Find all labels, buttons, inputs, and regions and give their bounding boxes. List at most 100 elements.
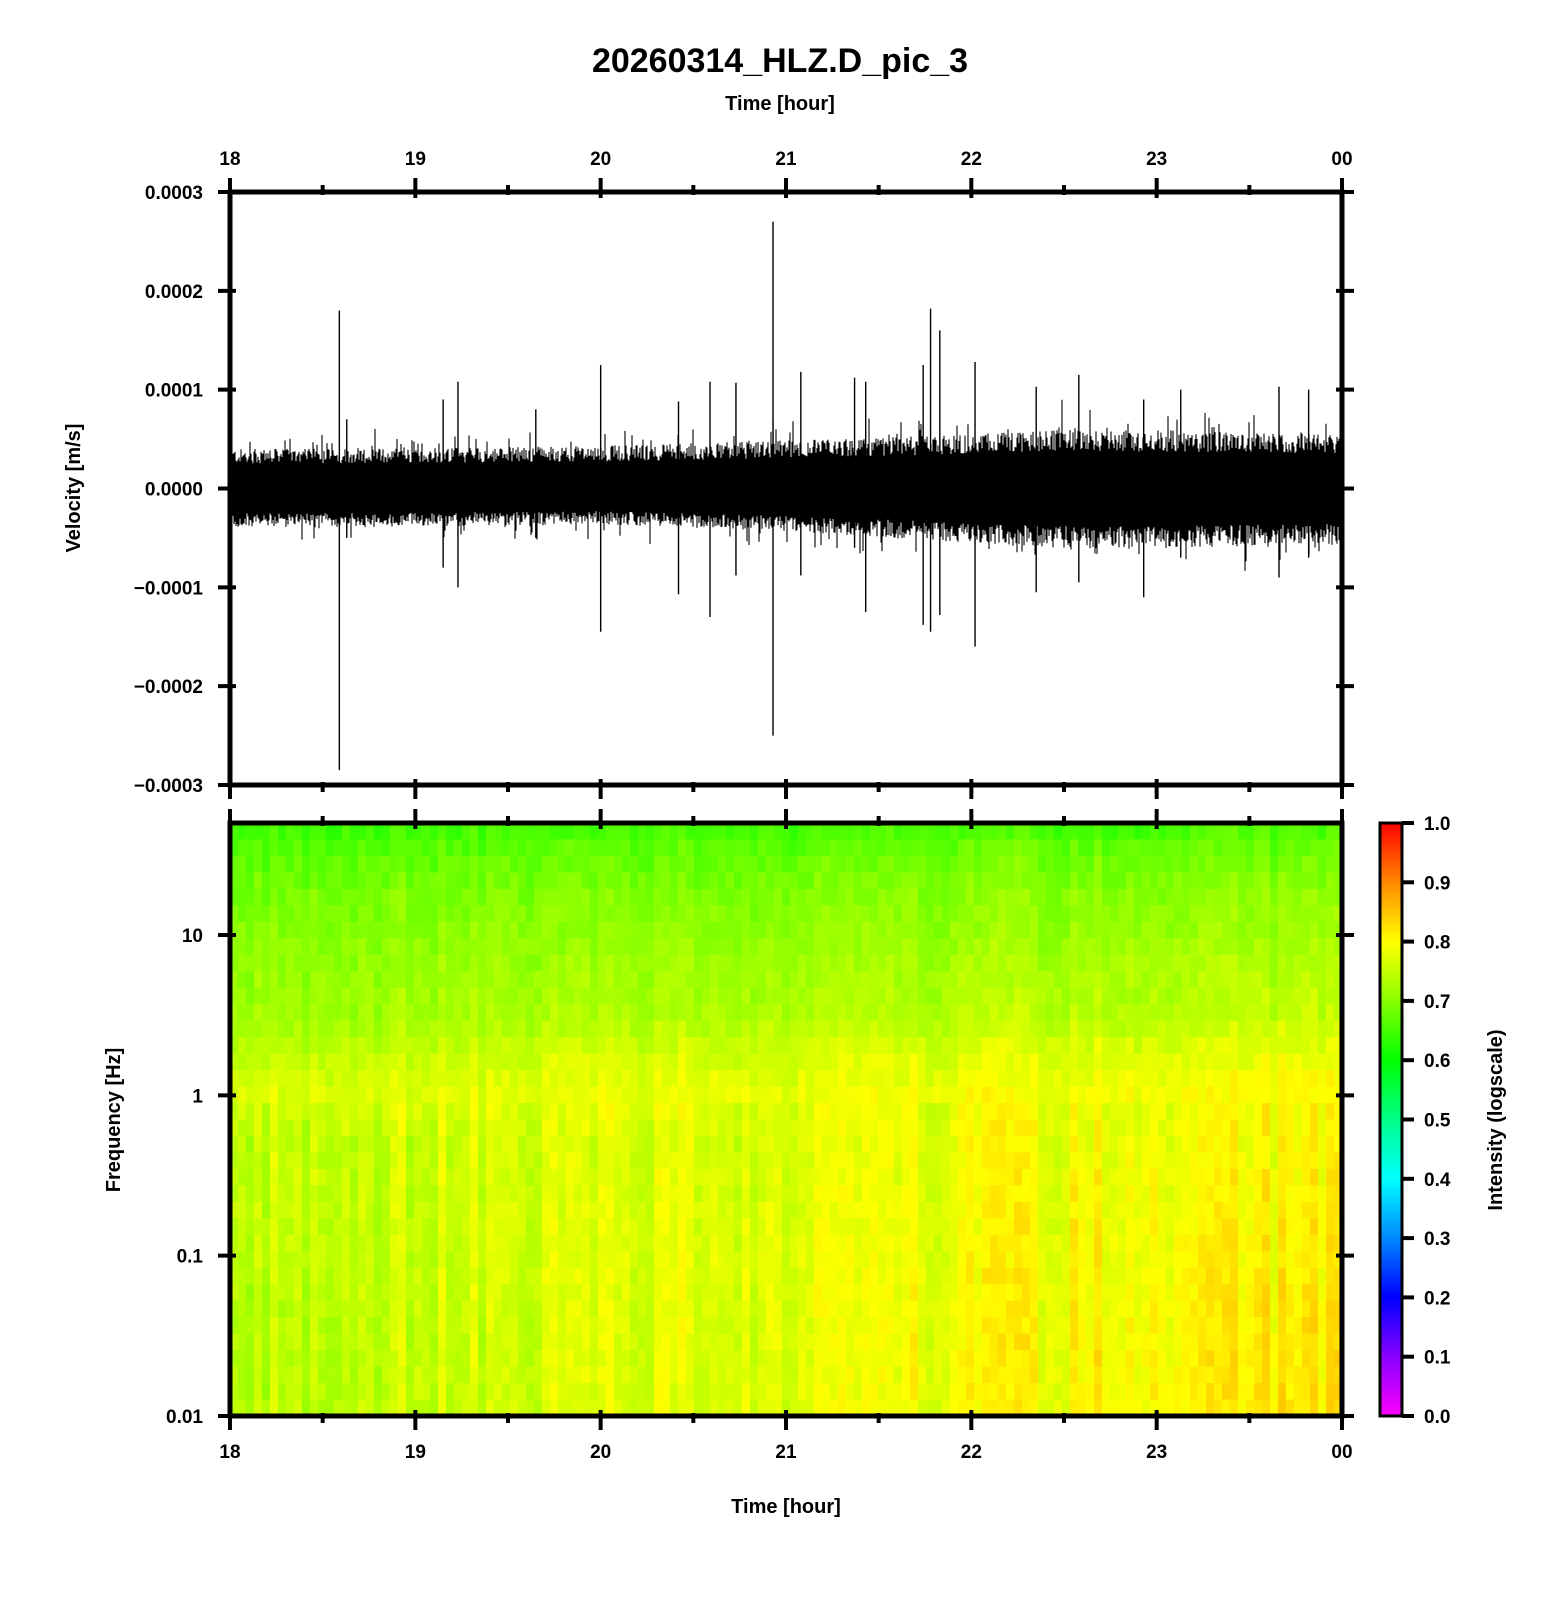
spectrogram-cell xyxy=(718,971,727,989)
spectrogram-cell xyxy=(942,1333,951,1351)
spectrogram-cell xyxy=(630,954,639,972)
spectrogram-cell xyxy=(750,1004,759,1022)
spectrogram-cell xyxy=(1214,1366,1223,1384)
spectrogram-cell xyxy=(1222,1119,1231,1137)
spectrogram-cell xyxy=(510,855,519,874)
spectrogram-cell xyxy=(486,1135,495,1154)
spectrogram-cell xyxy=(614,1300,623,1318)
spectrogram-cell xyxy=(1174,1300,1183,1318)
spectrogram-cell xyxy=(502,1152,511,1170)
spectrogram-cell xyxy=(470,1350,479,1368)
spectrogram-cell xyxy=(1214,1399,1223,1417)
spectrogram-cell xyxy=(614,1152,623,1170)
spectrogram-cell xyxy=(910,1399,919,1417)
spectrogram-cell xyxy=(630,921,639,939)
spectrogram-cell xyxy=(1006,1218,1015,1236)
spectrogram-cell xyxy=(734,1119,743,1137)
spectrogram-cell xyxy=(278,1333,287,1351)
spectrogram-cell xyxy=(1310,1168,1319,1186)
spectrogram-cell xyxy=(870,1234,879,1252)
spectrogram-cell xyxy=(606,855,615,874)
spectrogram-cell xyxy=(1022,1267,1031,1285)
spectrogram-cell xyxy=(342,1053,351,1071)
spectrogram-cell xyxy=(342,1070,351,1088)
spectrogram-cell xyxy=(622,1103,631,1121)
spectrogram-cell xyxy=(670,872,679,890)
spectrogram-cell xyxy=(1206,1333,1215,1351)
spectrogram-cell xyxy=(358,905,367,923)
spectrogram-cell xyxy=(398,1399,407,1417)
spectrogram-cell xyxy=(998,1020,1007,1038)
spectrogram-cell xyxy=(814,1300,823,1318)
spectrogram-cell xyxy=(1126,1201,1135,1219)
spectrogram-cell xyxy=(358,888,367,906)
spectrogram-cell xyxy=(710,1383,719,1401)
spectrogram-cell xyxy=(742,1201,751,1219)
spectrogram-cell xyxy=(486,1086,495,1104)
spectrogram-cell xyxy=(846,1350,855,1368)
spectrogram-cell xyxy=(894,1317,903,1335)
spectrogram-cell xyxy=(974,1399,983,1417)
spectrogram-cell xyxy=(446,1135,455,1154)
spectrogram-cell xyxy=(478,1383,487,1401)
spectrogram-cell xyxy=(598,1234,607,1252)
spectrogram-cell xyxy=(446,1333,455,1351)
spectrogram-cell xyxy=(678,1300,687,1318)
spectrogram-cell xyxy=(318,1300,327,1318)
spectrogram-cell xyxy=(926,888,935,906)
spectrogram-cell xyxy=(366,1383,375,1401)
spectrogram-cell xyxy=(534,1333,543,1351)
spectrogram-cell xyxy=(614,1004,623,1022)
spectrogram-cell xyxy=(862,1103,871,1121)
spectrogram-cell xyxy=(1214,971,1223,989)
spectrogram-cell xyxy=(622,1284,631,1302)
spectrogram-cell xyxy=(982,987,991,1005)
spectrogram-cell xyxy=(430,1284,439,1302)
spectrogram-cell xyxy=(958,1119,967,1137)
spectrogram-cell xyxy=(1270,1234,1279,1252)
spectrogram-cell xyxy=(918,1251,927,1269)
spectrogram-cell xyxy=(1086,921,1095,939)
spectrogram-cell xyxy=(1078,1383,1087,1401)
spectrogram-cell xyxy=(1118,938,1127,956)
spectrogram-cell xyxy=(390,888,399,906)
spectrogram-cell xyxy=(1118,1251,1127,1269)
spectrogram-cell xyxy=(1006,1383,1015,1401)
spectrogram-cell xyxy=(718,1103,727,1121)
spectrogram-cell xyxy=(302,987,311,1005)
spectrogram-cell xyxy=(646,971,655,989)
spectrogram-cell xyxy=(1046,1135,1055,1154)
spectrogram-cell xyxy=(1022,921,1031,939)
spectrogram-cell xyxy=(726,905,735,923)
spectrogram-cell xyxy=(1086,1152,1095,1170)
spectrogram-cell xyxy=(966,1037,975,1055)
spectrogram-cell xyxy=(782,1399,791,1417)
spectrogram-cell xyxy=(870,1004,879,1022)
spectrogram-cell xyxy=(270,1119,279,1137)
spectrogram-cell xyxy=(1222,1251,1231,1269)
spectrogram-cell xyxy=(590,839,599,857)
spectrogram-cell xyxy=(302,971,311,989)
spectrogram-cell xyxy=(878,921,887,939)
spectrogram-cell xyxy=(654,971,663,989)
spectrogram-cell xyxy=(862,1152,871,1170)
spectrogram-cell xyxy=(798,1234,807,1252)
spectrogram-cell xyxy=(750,823,759,841)
spectrogram-cell xyxy=(422,987,431,1005)
spectrogram-cell xyxy=(630,1251,639,1269)
spectrogram-cell xyxy=(1318,855,1327,874)
spectrogram-cell xyxy=(326,1185,335,1203)
spectrogram-cell xyxy=(1190,905,1199,923)
spectrogram-cell xyxy=(654,1185,663,1203)
spectrogram-cell xyxy=(790,1383,799,1401)
spectrogram-cell xyxy=(622,905,631,923)
spectrogram-cell xyxy=(846,1251,855,1269)
spectrogram-cell xyxy=(622,938,631,956)
spectrogram-cell xyxy=(398,872,407,890)
spectrogram-cell xyxy=(1078,1333,1087,1351)
spectrogram-cell xyxy=(1126,1004,1135,1022)
spectrogram-cell xyxy=(518,823,527,841)
spectrogram-cell xyxy=(614,1135,623,1154)
spectrogram-cell xyxy=(1110,1366,1119,1384)
spectrogram-cell xyxy=(678,1020,687,1038)
